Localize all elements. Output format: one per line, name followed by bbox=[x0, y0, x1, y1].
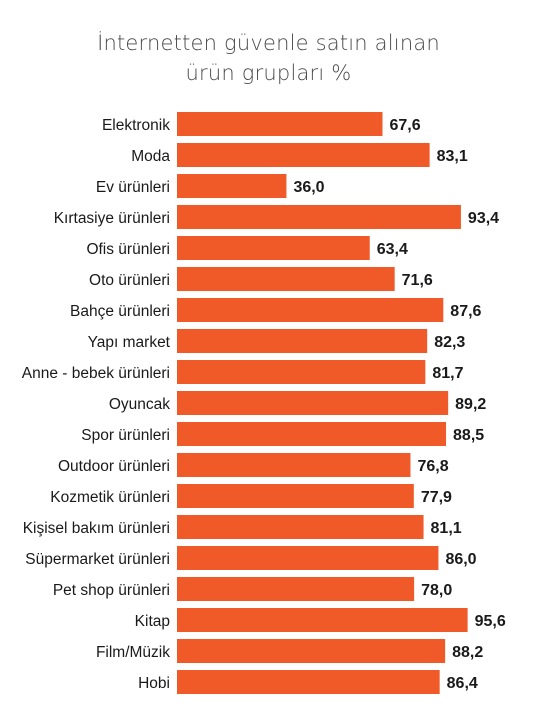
category-label: Ofis ürünleri bbox=[86, 241, 170, 258]
value-label: 86,0 bbox=[445, 551, 476, 568]
bar bbox=[177, 639, 446, 663]
value-label: 87,6 bbox=[450, 303, 481, 320]
value-label: 76,8 bbox=[417, 458, 448, 475]
bar bbox=[177, 267, 395, 291]
bar bbox=[177, 143, 430, 167]
category-label: Spor ürünleri bbox=[81, 427, 170, 444]
bar bbox=[177, 174, 287, 198]
category-label: Yapı market bbox=[88, 334, 171, 351]
bar bbox=[177, 112, 383, 136]
value-label: 77,9 bbox=[421, 489, 452, 506]
category-label: Elektronik bbox=[102, 117, 170, 134]
bar bbox=[177, 484, 414, 508]
value-label: 89,2 bbox=[455, 396, 486, 413]
value-label: 36,0 bbox=[293, 179, 324, 196]
bar bbox=[177, 577, 415, 601]
bar bbox=[177, 422, 447, 446]
bar bbox=[177, 515, 424, 539]
category-label: Film/Müzik bbox=[96, 644, 170, 661]
category-label: Anne - bebek ürünleri bbox=[22, 365, 170, 382]
bar bbox=[177, 670, 440, 694]
value-label: 88,2 bbox=[452, 644, 483, 661]
value-label: 81,1 bbox=[431, 520, 462, 537]
value-label: 93,4 bbox=[468, 210, 499, 227]
category-label: Kişisel bakım ürünleri bbox=[23, 520, 170, 537]
category-label: Bahçe ürünleri bbox=[70, 303, 170, 320]
value-label: 78,0 bbox=[421, 582, 452, 599]
bar bbox=[177, 608, 468, 632]
chart-title-line-1: İnternetten güvenle satın alınan bbox=[97, 31, 440, 55]
bar bbox=[177, 205, 461, 229]
category-label: Pet shop ürünleri bbox=[53, 582, 170, 599]
chart-title-line-2: ürün grupları % bbox=[185, 61, 352, 85]
value-label: 71,6 bbox=[402, 272, 433, 289]
chart-title: İnternetten güvenle satın alınan ürün gr… bbox=[0, 28, 537, 88]
category-label: Kırtasiye ürünleri bbox=[54, 210, 170, 227]
category-label: Hobi bbox=[138, 675, 170, 692]
category-label: Moda bbox=[131, 148, 170, 165]
category-label: Oyuncak bbox=[109, 396, 170, 413]
category-label: Ev ürünleri bbox=[96, 179, 170, 196]
category-label: Kitap bbox=[135, 613, 170, 630]
value-label: 67,6 bbox=[390, 117, 421, 134]
category-label: Kozmetik ürünleri bbox=[50, 489, 170, 506]
value-label: 82,3 bbox=[434, 334, 465, 351]
bar bbox=[177, 546, 439, 570]
category-label: Oto ürünleri bbox=[89, 272, 170, 289]
value-label: 86,4 bbox=[447, 675, 478, 692]
bar bbox=[177, 360, 426, 384]
category-label: Süpermarket ürünleri bbox=[25, 551, 170, 568]
bar bbox=[177, 329, 428, 353]
value-label: 95,6 bbox=[475, 613, 506, 630]
bar bbox=[177, 236, 370, 260]
value-label: 63,4 bbox=[377, 241, 408, 258]
bar bbox=[177, 298, 444, 322]
value-label: 83,1 bbox=[437, 148, 468, 165]
bar bbox=[177, 391, 449, 415]
value-label: 81,7 bbox=[432, 365, 463, 382]
category-label: Outdoor ürünleri bbox=[58, 458, 170, 475]
value-label: 88,5 bbox=[453, 427, 484, 444]
bar bbox=[177, 453, 411, 477]
